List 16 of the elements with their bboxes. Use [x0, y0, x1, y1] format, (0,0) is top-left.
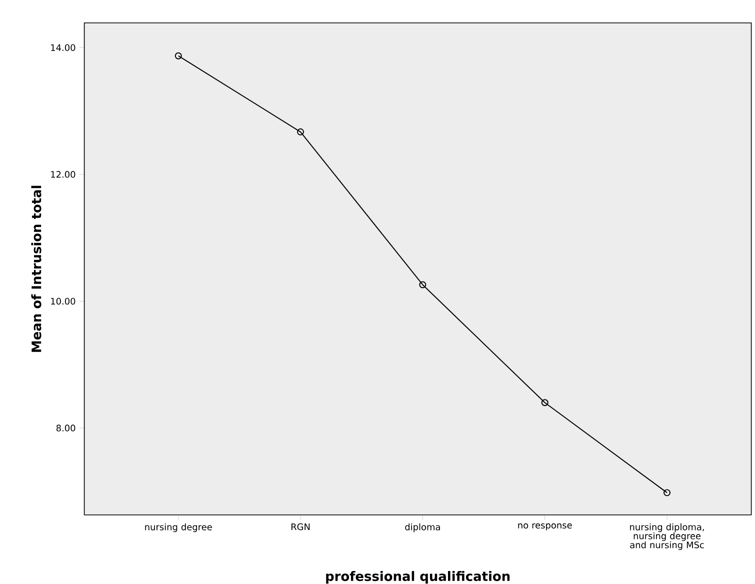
x-tick-label: RGN: [291, 523, 310, 530]
x-tick-label: nursing diploma, nursing degree and nursing MSc: [630, 523, 704, 550]
y-tick-label: 14.00: [51, 44, 76, 51]
y-axis-title: Mean of Intrusion total: [31, 186, 42, 352]
x-tick-label: nursing degree: [145, 523, 212, 532]
point: [297, 128, 304, 136]
y-tick-label: 8.00: [56, 424, 76, 432]
point: [541, 399, 548, 406]
y-tick-label: 10.00: [51, 298, 76, 305]
x-axis-title: professional qualification: [326, 571, 510, 584]
point: [419, 281, 426, 288]
x-tick-label: diploma: [405, 523, 440, 532]
point: [664, 489, 671, 496]
x-tick-label: no response: [518, 523, 572, 530]
y-tick-label: 12.00: [51, 171, 76, 178]
point: [174, 52, 182, 60]
